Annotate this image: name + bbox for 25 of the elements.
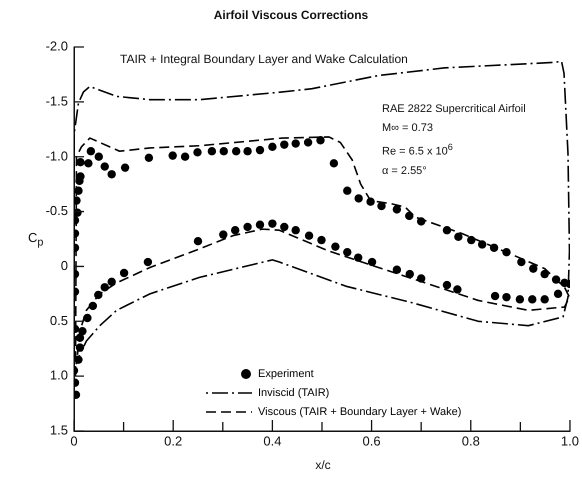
y-tick-label: -2.0	[46, 38, 68, 54]
legend-label: Experiment	[258, 368, 314, 380]
text: TAIR + Integral Boundary Layer and Wake Calculation	[120, 52, 408, 66]
y-tick-label: -0.5	[46, 203, 68, 218]
annotation: M∞ = 0.73	[382, 121, 434, 136]
y-tick-label: -1.0	[46, 148, 68, 164]
annotation: α = 2.55°	[382, 164, 428, 179]
y-axis-title: C$_{p}$	[28, 230, 44, 249]
y-tick-label: 1.5	[50, 422, 68, 438]
x-tick-label: 0.2	[164, 433, 182, 448]
y-tick-label: 1.0	[50, 368, 68, 383]
x-tick-label: 0.8	[462, 433, 480, 448]
x-axis-title: x/c	[314, 458, 332, 472]
x-tick-label: 0	[70, 433, 78, 448]
y-tick-label: 0.5	[50, 312, 68, 328]
chart-title: Airfoil Viscous Corrections	[212, 8, 370, 22]
x-tick-label: 1.0	[560, 433, 580, 448]
legend-label: Viscous (TAIR + Boundary Layer + Wake)	[258, 406, 462, 418]
annotation: RAE 2822 Supercritical Airfoil	[382, 102, 526, 117]
y-tick-label: 0	[60, 258, 68, 274]
y-tick-label: -1.5	[46, 93, 68, 108]
x-tick-label: 0.4	[263, 433, 282, 448]
annotation: Re = 6.5 x 10$^{6}$	[382, 141, 454, 160]
legend-label: Inviscid (TAIR)	[258, 387, 330, 400]
x-tick-label: 0.6	[362, 433, 381, 448]
